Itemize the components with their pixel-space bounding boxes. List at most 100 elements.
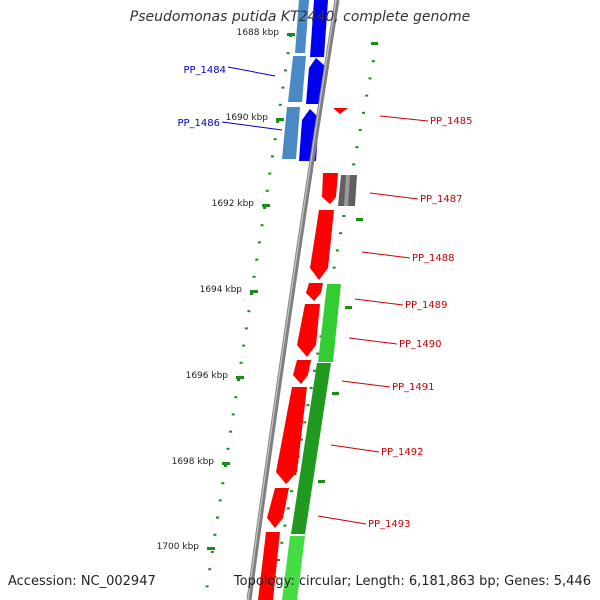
scale-tick — [287, 33, 295, 36]
scale-tick — [236, 376, 244, 379]
outer-scale-dot — [280, 541, 284, 544]
inner-scale-dot — [255, 258, 259, 261]
scale-tick-label: 1696 kbp — [186, 371, 229, 381]
scale-tick — [250, 290, 258, 293]
gene-label[interactable]: PP_1484 — [183, 65, 226, 76]
gene-label-connector — [221, 121, 283, 131]
outer-scale-dot — [286, 507, 290, 510]
gene-label[interactable]: PP_1487 — [420, 194, 463, 205]
gene-label[interactable]: PP_1490 — [399, 339, 442, 350]
inner-scale-dot — [226, 447, 230, 450]
inner-scale-dot — [260, 224, 264, 227]
cds-block-bottom — [282, 536, 305, 600]
inner-scale-dot — [244, 327, 248, 330]
reverse-gene-pp1491 — [276, 387, 307, 484]
gene-label-connector — [348, 337, 398, 345]
forward-strand-features — [282, 0, 328, 161]
outer-scale-dot — [355, 146, 359, 149]
inner-scale-dot — [221, 482, 225, 485]
inner-scale-dot — [286, 52, 290, 55]
outer-scale-dot — [283, 524, 287, 527]
gene-label[interactable]: PP_1486 — [177, 118, 220, 129]
rna-feature-pp1484 — [288, 56, 306, 102]
gene-label[interactable]: PP_1493 — [368, 519, 411, 530]
inner-scale-dot — [257, 241, 261, 244]
outer-scale-dot — [277, 559, 280, 561]
inner-scale-dot — [231, 413, 235, 416]
inner-scale-dot — [210, 551, 214, 553]
gene-label[interactable]: PP_1485 — [430, 116, 473, 127]
other-feature-shade — [344, 175, 350, 206]
inner-scale-dot — [276, 121, 280, 123]
inner-scale-dot — [263, 207, 267, 209]
cds-block-lower — [291, 363, 331, 534]
map-title: Pseudomonas putida KT2440, complete geno… — [129, 9, 471, 25]
gene-label-connector — [369, 192, 419, 200]
outer-scale-tick — [345, 306, 352, 309]
reverse-gene-pp1492 — [267, 488, 289, 528]
outer-scale-dot — [358, 129, 362, 131]
outer-scale-dot — [332, 266, 336, 269]
outer-scale-dot — [371, 60, 375, 63]
scale-tick-label: 1694 kbp — [200, 285, 243, 295]
outer-scale-tick — [371, 42, 378, 45]
genome-stats-text: Topology: circular; Length: 6,181,863 bp… — [233, 574, 591, 589]
inner-scale-dot — [252, 275, 256, 278]
gene-labels: PP_1484 PP_1486 PP_1485 PP_1487 PP_1488 PP_14… — [177, 65, 472, 530]
forward-gene-top — [310, 0, 328, 57]
outer-scale-dot — [362, 111, 365, 114]
inner-scale-dot — [268, 172, 272, 175]
rna-feature-pp1486 — [282, 107, 300, 159]
outer-scale-dot — [313, 369, 316, 372]
scale-ticks: 1688 kbp 1690 kbp 1692 kbp 1694 kbp 1696 kbp… — [157, 28, 378, 552]
scale-tick-label: 1688 kbp — [237, 28, 280, 38]
gene-label-connector — [317, 515, 367, 525]
outer-scale-dot — [303, 421, 307, 424]
gene-label[interactable]: PP_1491 — [392, 382, 435, 393]
outer-scale-dot — [309, 387, 313, 389]
inner-scale-dot — [208, 568, 212, 571]
inner-scale-dot — [242, 344, 246, 347]
gene-label[interactable]: PP_1488 — [412, 253, 455, 264]
outer-scale-dot — [339, 232, 343, 235]
outer-scale-dot — [290, 490, 294, 493]
outer-scale-dot — [368, 77, 372, 80]
gene-label-connector — [361, 251, 411, 259]
reverse-strand-genes — [258, 108, 348, 600]
outer-scale-tick — [332, 392, 339, 395]
inner-scale-dot — [270, 155, 274, 158]
inner-scale-dot — [281, 86, 285, 89]
gene-label-connector — [330, 444, 380, 453]
gene-label[interactable]: PP_1489 — [405, 300, 448, 311]
inner-scale-dot — [284, 69, 287, 72]
scale-tick — [262, 204, 270, 207]
reverse-gene-pp1493 — [258, 532, 280, 600]
outer-scale-tick — [318, 480, 325, 483]
rna-feature-top — [295, 0, 309, 53]
gene-label-connector — [354, 298, 404, 306]
accession-text: Accession: NC_002947 — [8, 574, 156, 589]
inner-scale-dot — [247, 310, 251, 313]
gene-label-connector — [227, 66, 276, 77]
cds-features — [282, 284, 341, 600]
inner-scale-dot — [250, 293, 253, 295]
inner-scale-dot — [213, 533, 217, 536]
outer-scale-tick — [356, 218, 363, 221]
outer-scale-dot — [306, 404, 310, 407]
scale-tick — [276, 118, 284, 121]
inner-scale-dot — [239, 361, 243, 364]
inner-scale-dot — [265, 189, 269, 192]
scale-tick — [207, 547, 215, 550]
inner-scale-dot — [234, 396, 238, 399]
gene-label-connector — [341, 380, 391, 388]
reverse-gene-pp1490 — [293, 360, 311, 384]
inner-scale-dot — [237, 379, 240, 381]
scale-tick-label: 1692 kbp — [212, 199, 255, 209]
outer-scale-dot — [342, 215, 346, 217]
scale-tick-label: 1698 kbp — [172, 457, 215, 467]
reverse-gene-pp1489 — [297, 304, 320, 357]
outer-scale-dot — [299, 438, 303, 441]
gene-label[interactable]: PP_1492 — [381, 447, 424, 458]
cds-block-upper — [318, 284, 341, 362]
inner-scale-dot — [273, 138, 277, 141]
